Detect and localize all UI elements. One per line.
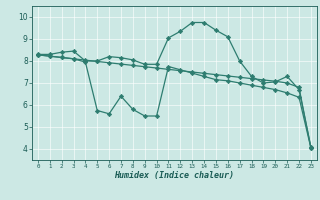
X-axis label: Humidex (Indice chaleur): Humidex (Indice chaleur) — [115, 171, 234, 180]
